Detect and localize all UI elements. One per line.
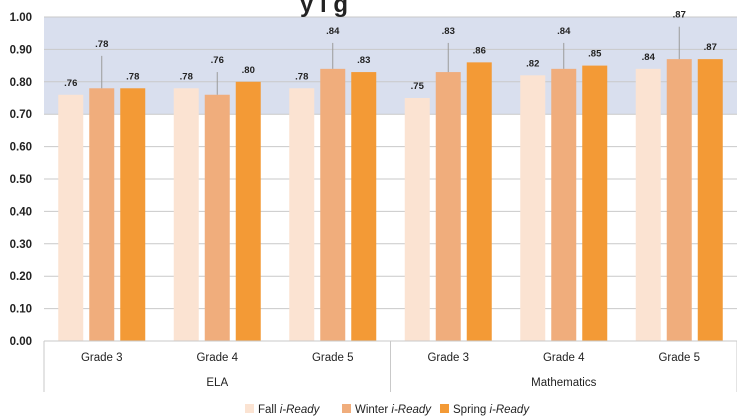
gridlines [44, 16, 737, 342]
x-category-label: Grade 4 [196, 352, 238, 364]
data-label: .86 [473, 45, 486, 56]
y-tick-label: 0.20 [10, 271, 32, 283]
target-band [44, 17, 737, 115]
bar-spring [582, 65, 608, 341]
error-bars [101, 26, 680, 95]
bar-winter [666, 59, 692, 342]
bar-fall [289, 88, 315, 341]
y-tick-label: 0.70 [10, 109, 32, 121]
data-label: .76 [211, 55, 224, 66]
data-label: .85 [588, 49, 602, 60]
y-tick-label: 0.00 [10, 336, 32, 348]
chart-title-fragment: y i g [300, 0, 348, 18]
data-label: .78 [295, 71, 308, 82]
x-axis: Grade 3 Grade 4 Grade 5 Grade 3 Grade 4 Grade… [43, 340, 737, 392]
bar-spring [235, 81, 261, 342]
bar-winter [320, 68, 346, 341]
bar-winter [204, 94, 230, 341]
data-label: .83 [357, 55, 370, 66]
bar-spring [697, 59, 723, 342]
bar-spring [120, 88, 146, 341]
data-label: .82 [526, 58, 539, 69]
data-label: .83 [442, 26, 455, 37]
x-category-label: Grade 3 [427, 352, 469, 364]
x-category-label: Grade 5 [658, 352, 700, 364]
y-tick-label: 0.90 [10, 44, 32, 56]
data-label: .76 [64, 78, 77, 89]
data-label: .87 [673, 10, 686, 21]
bar-winter [435, 72, 461, 341]
y-tick-label: 0.80 [10, 77, 32, 89]
bar-fall [404, 98, 430, 341]
bar-spring [351, 72, 377, 341]
data-label: .80 [242, 65, 255, 76]
x-group-label: ELA [206, 377, 228, 389]
data-label: .78 [95, 39, 108, 50]
bar-spring [466, 62, 492, 342]
data-label: .84 [642, 52, 656, 63]
bar-fall [635, 68, 661, 341]
x-category-label: Grade 3 [81, 352, 123, 364]
legend-label-fall: Fall i-Ready [258, 404, 321, 416]
legend-swatch-fall [245, 404, 254, 413]
y-tick-label: 0.50 [10, 174, 32, 186]
data-label: .78 [180, 71, 193, 82]
y-tick-label: 0.30 [10, 239, 32, 251]
bars [58, 59, 723, 342]
data-labels: .76 .78 .78 .78 .76 .80 .78 .84 .83 .75 .83 .86 .82.… [64, 10, 717, 92]
legend: Fall i-Ready Winter i-Ready Spring i-Ready [245, 404, 530, 416]
legend-label-winter: Winter i-Ready [355, 404, 432, 416]
y-tick-label: 1.00 [10, 12, 32, 24]
data-label: .87 [704, 42, 717, 53]
legend-label-spring: Spring i-Ready [453, 404, 530, 416]
x-category-label: Grade 4 [543, 352, 585, 364]
bar-fall [58, 94, 84, 341]
bar-winter [89, 88, 115, 341]
legend-swatch-spring [440, 404, 449, 413]
y-tick-label: 0.40 [10, 206, 32, 218]
data-label: .75 [411, 81, 425, 92]
data-label: .84 [326, 26, 340, 37]
legend-swatch-winter [342, 404, 351, 413]
x-group-label: Mathematics [531, 377, 596, 389]
y-axis-ticks: 0.00 0.10 0.20 0.30 0.40 0.50 0.60 0.70 0.80 0.90… [10, 12, 32, 348]
bar-fall [173, 88, 199, 341]
y-tick-label: 0.60 [10, 142, 32, 154]
y-tick-label: 0.10 [10, 304, 32, 316]
bar-fall [520, 75, 546, 341]
bar-winter [551, 68, 577, 341]
x-category-label: Grade 5 [312, 352, 354, 364]
data-label: .78 [126, 71, 139, 82]
data-label: .84 [557, 26, 571, 37]
